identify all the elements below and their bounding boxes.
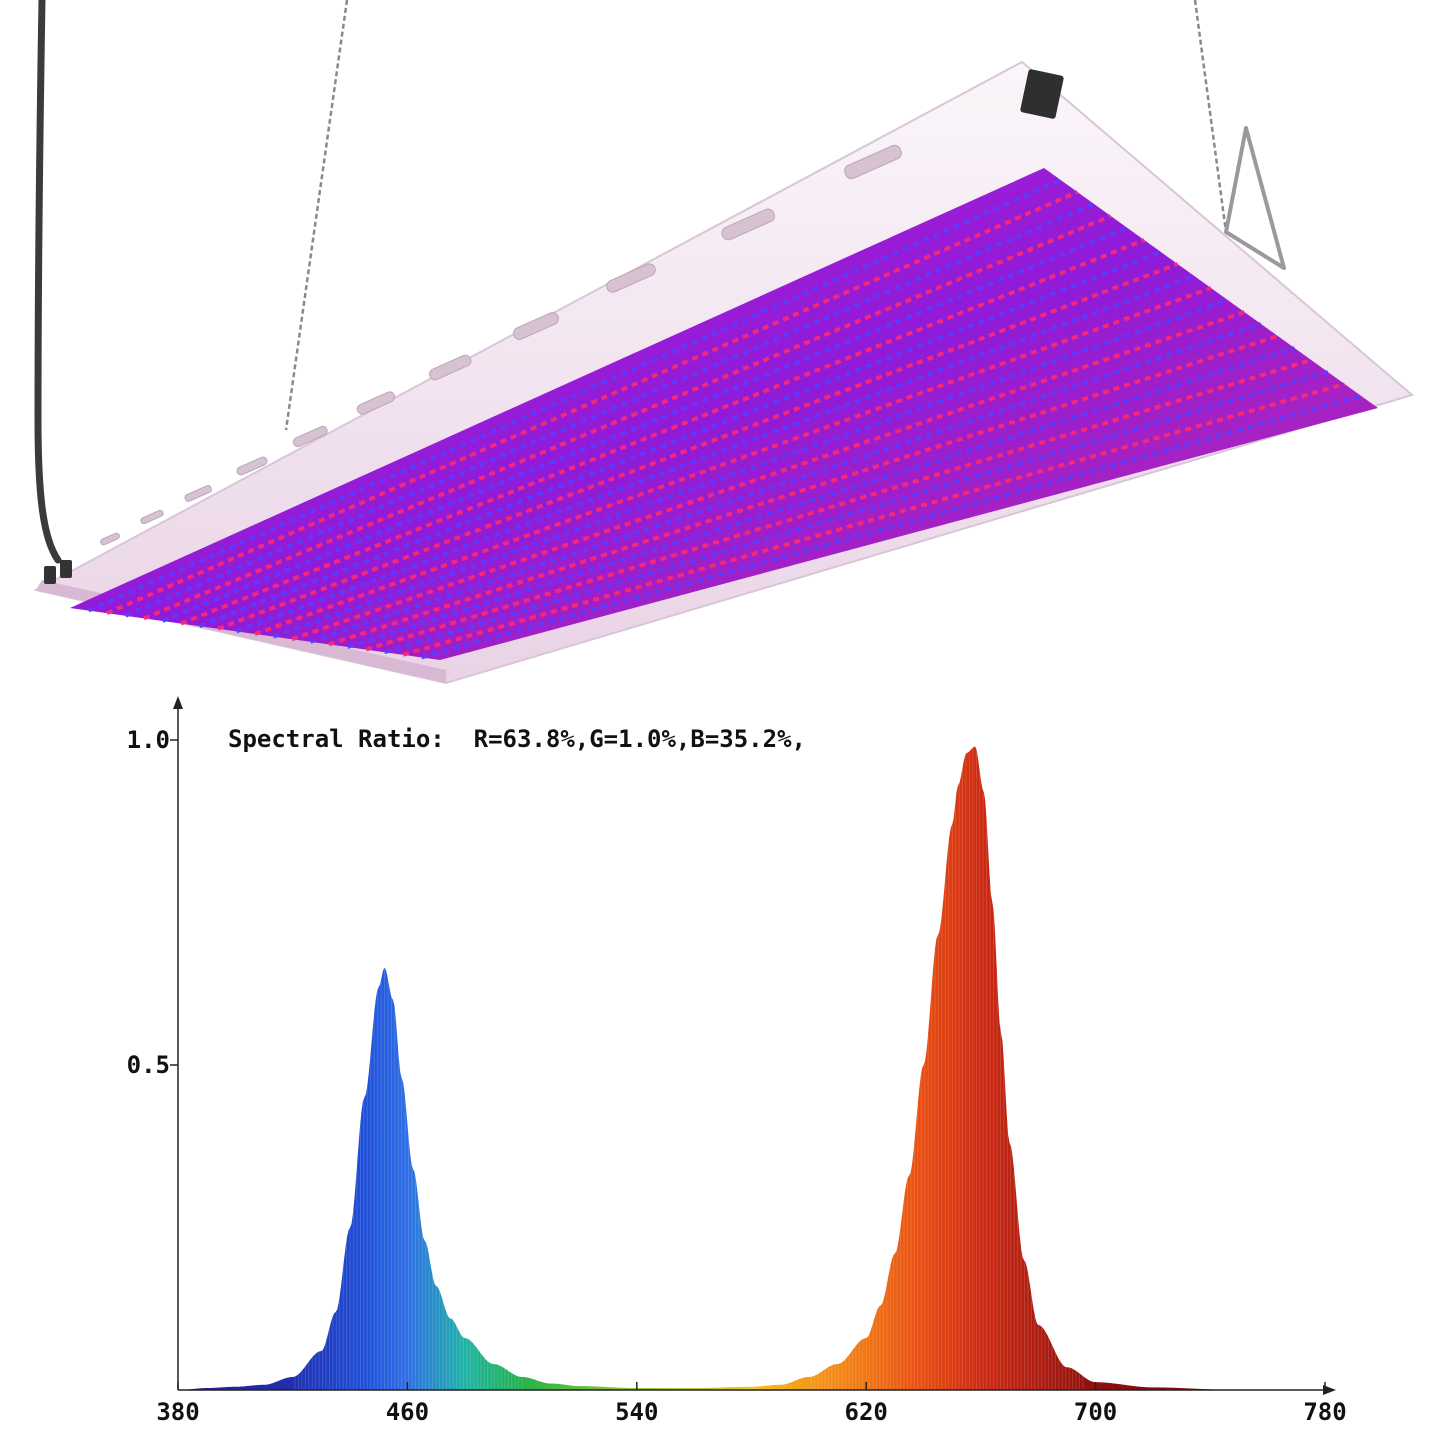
x-tick-label: 540 xyxy=(615,1398,658,1426)
x-tick-label: 460 xyxy=(386,1398,429,1426)
led-strips xyxy=(87,178,1362,660)
x-axis-arrow xyxy=(1323,1385,1336,1395)
x-ticks: 380 460 540 620 700 780 xyxy=(156,1382,1347,1426)
vent-slots xyxy=(100,144,902,546)
y-tick-label: 1.0 xyxy=(127,726,170,754)
chart-title: Spectral Ratio: R=63.8%,G=1.0%,B=35.2%, xyxy=(228,725,806,753)
hanging-chain-left xyxy=(284,0,349,431)
y-ticks: 1.0 0.5 xyxy=(127,726,178,1079)
spectrum-hatching xyxy=(294,747,1084,1390)
power-switch-2 xyxy=(60,560,72,578)
spectrum-chart: 380 460 540 620 700 780 1.0 0.5 Spectral Ratio… xyxy=(127,696,1347,1426)
y-axis-arrow xyxy=(173,696,183,709)
power-switch-1 xyxy=(44,566,56,584)
daisy-chain-outlet xyxy=(1020,69,1064,119)
grow-light-panel xyxy=(33,0,1415,685)
power-cord xyxy=(34,0,62,564)
x-tick-label: 620 xyxy=(845,1398,888,1426)
x-tick-label: 700 xyxy=(1074,1398,1117,1426)
hanging-hook xyxy=(1224,126,1286,270)
y-tick-label: 0.5 xyxy=(127,1051,170,1079)
x-tick-label: 380 xyxy=(156,1398,199,1426)
hanging-chain-right xyxy=(1193,0,1228,233)
x-tick-label: 780 xyxy=(1303,1398,1346,1426)
